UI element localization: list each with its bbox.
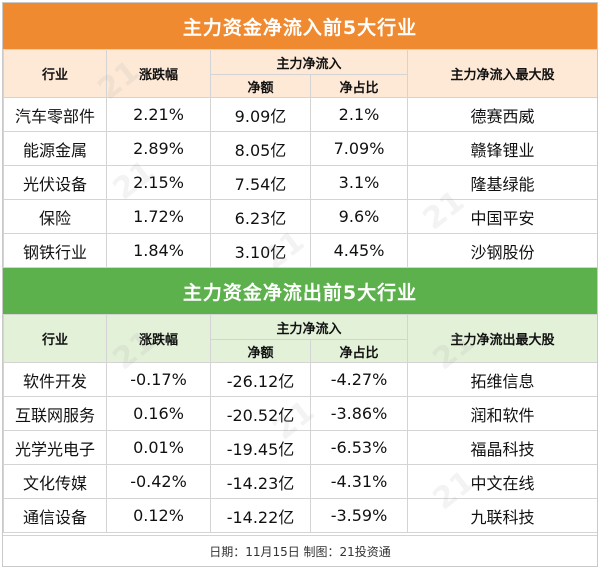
amount-cell: -14.22亿 [210,498,311,533]
change-cell: 0.16% [106,396,211,431]
industry-cell: 能源金属 [3,131,107,166]
stock-cell: 德赛西威 [407,97,597,132]
stock-cell: 福晶科技 [407,430,597,465]
amount-cell: 8.05亿 [210,131,311,166]
industry-cell: 光伏设备 [3,165,107,200]
industry-cell: 光学光电子 [3,430,107,465]
amount-cell: -19.45亿 [210,430,311,465]
amount-cell: 7.54亿 [210,165,311,200]
table-row: 互联网服务 0.16% -20.52亿 -3.86% 润和软件 [3,396,597,431]
industry-cell: 钢铁行业 [3,233,107,268]
change-cell: 1.84% [106,233,211,268]
header-top-stock: 主力净流出最大股 [407,314,597,363]
outflow-section: 主力资金净流出前5大行业 行业 涨跌幅 主力净流入 主力净流出最大股 净额 净占… [3,268,597,533]
table-row: 保险 1.72% 6.23亿 9.6% 中国平安 [3,199,597,234]
stock-cell: 中文在线 [407,464,597,499]
ratio-cell: 3.1% [309,165,409,200]
outflow-title: 主力资金净流出前5大行业 [3,268,597,314]
header-industry: 行业 [3,314,107,363]
table-row: 汽车零部件 2.21% 9.09亿 2.1% 德赛西威 [3,97,597,132]
amount-cell: 9.09亿 [210,97,311,132]
header-net-amount: 净额 [210,339,311,363]
stock-cell: 隆基绿能 [407,165,597,200]
header-top-stock: 主力净流入最大股 [407,49,597,98]
header-change: 涨跌幅 [106,314,211,363]
ratio-cell: -3.86% [309,396,409,431]
ratio-cell: 2.1% [309,97,409,132]
stock-cell: 拓维信息 [407,362,597,397]
header-main-net: 主力净流入 [209,314,409,340]
table-row: 钢铁行业 1.84% 3.10亿 4.45% 沙钢股份 [3,233,597,268]
change-cell: -0.42% [106,464,211,499]
table-row: 能源金属 2.89% 8.05亿 7.09% 赣锋锂业 [3,131,597,166]
table-row: 软件开发 -0.17% -26.12亿 -4.27% 拓维信息 [3,362,597,397]
change-cell: 2.15% [106,165,211,200]
ratio-cell: -3.59% [309,498,409,533]
table-row: 光学光电子 0.01% -19.45亿 -6.53% 福晶科技 [3,430,597,465]
table-row: 光伏设备 2.15% 7.54亿 3.1% 隆基绿能 [3,165,597,200]
ratio-cell: 4.45% [309,233,409,268]
amount-cell: 3.10亿 [210,233,311,268]
table-row: 通信设备 0.12% -14.22亿 -3.59% 九联科技 [3,498,597,533]
ratio-cell: -4.31% [309,464,409,499]
table-row: 文化传媒 -0.42% -14.23亿 -4.31% 中文在线 [3,464,597,499]
stock-cell: 赣锋锂业 [407,131,597,166]
change-cell: 2.89% [106,131,211,166]
industry-cell: 通信设备 [3,498,107,533]
industry-cell: 软件开发 [3,362,107,397]
ratio-cell: -4.27% [309,362,409,397]
inflow-title: 主力资金净流入前5大行业 [3,3,597,49]
amount-cell: -20.52亿 [210,396,311,431]
header-net-ratio: 净占比 [309,339,409,363]
ratio-cell: -6.53% [309,430,409,465]
industry-cell: 文化传媒 [3,464,107,499]
outflow-table: 行业 涨跌幅 主力净流入 主力净流出最大股 净额 净占比 软件开发 -0.17%… [3,314,597,533]
industry-cell: 保险 [3,199,107,234]
industry-cell: 汽车零部件 [3,97,107,132]
stock-cell: 九联科技 [407,498,597,533]
change-cell: -0.17% [106,362,211,397]
change-cell: 2.21% [106,97,211,132]
header-change: 涨跌幅 [106,49,211,98]
header-industry: 行业 [3,49,107,98]
footer-credit: 日期：11月15日 制图：21投资通 [3,535,597,566]
stock-cell: 中国平安 [407,199,597,234]
amount-cell: -26.12亿 [210,362,311,397]
stock-cell: 沙钢股份 [407,233,597,268]
inflow-table: 行业 涨跌幅 主力净流入 主力净流入最大股 净额 净占比 汽车零部件 2.21%… [3,49,597,268]
ratio-cell: 7.09% [309,131,409,166]
change-cell: 0.12% [106,498,211,533]
stock-cell: 润和软件 [407,396,597,431]
industry-cell: 互联网服务 [3,396,107,431]
change-cell: 0.01% [106,430,211,465]
amount-cell: 6.23亿 [210,199,311,234]
amount-cell: -14.23亿 [210,464,311,499]
inflow-section: 主力资金净流入前5大行业 行业 涨跌幅 主力净流入 主力净流入最大股 净额 净占… [3,3,597,268]
ratio-cell: 9.6% [309,199,409,234]
header-main-net: 主力净流入 [209,49,409,75]
header-net-ratio: 净占比 [309,74,409,98]
change-cell: 1.72% [106,199,211,234]
header-net-amount: 净额 [210,74,311,98]
